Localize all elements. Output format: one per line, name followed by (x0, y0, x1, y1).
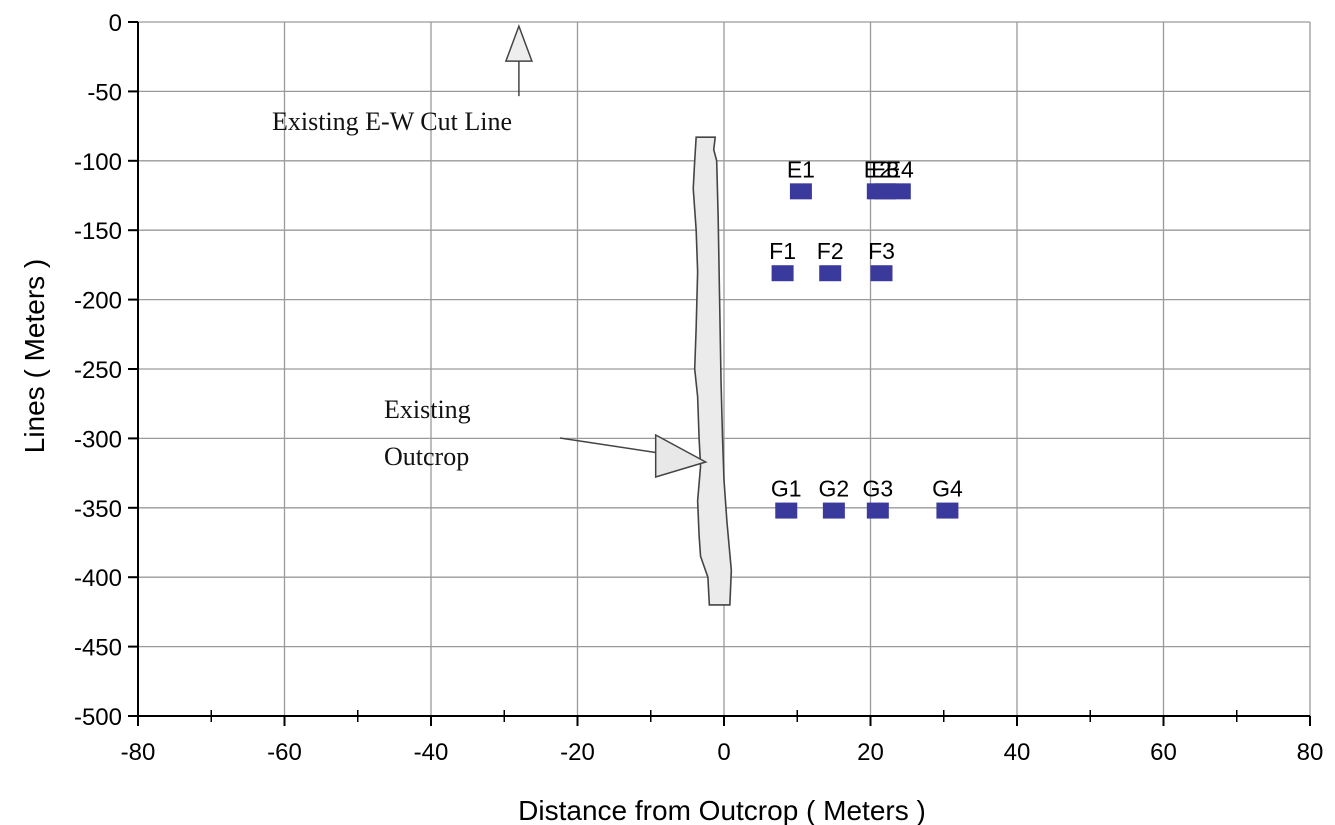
cut-line-arrowhead (504, 24, 533, 62)
outcrop-annotation-line2: Outcrop (384, 442, 469, 471)
x-tick-label: 80 (1297, 739, 1324, 766)
point-marker (771, 265, 794, 282)
point-marker (888, 183, 911, 200)
outcrop-shape (692, 136, 733, 606)
point-label: G2 (819, 476, 850, 502)
point-label: F3 (868, 238, 895, 264)
y-tick-label: 0 (109, 10, 122, 37)
y-tick-label: -200 (74, 288, 122, 315)
y-tick-label: -100 (74, 149, 122, 176)
x-tick-label: -40 (414, 739, 449, 766)
point-marker (822, 502, 845, 519)
x-tick-label: -80 (121, 739, 156, 766)
x-tick-label: -60 (267, 739, 302, 766)
point-label: E4 (886, 156, 914, 182)
y-tick-label: -400 (74, 565, 122, 592)
x-tick-label: 40 (1004, 739, 1031, 766)
point-label: G4 (932, 476, 963, 502)
point-label: E3 (871, 156, 899, 182)
x-axis-title: Distance from Outcrop ( Meters ) (518, 795, 926, 825)
y-tick-label: -500 (74, 704, 122, 731)
point-marker (789, 183, 812, 200)
point-marker (819, 265, 842, 282)
y-tick-label: -150 (74, 218, 122, 245)
y-tick-label: -350 (74, 496, 122, 523)
point-marker (775, 502, 798, 519)
point-label: E1 (787, 156, 815, 182)
cut-line-annotation: Existing E-W Cut Line (272, 107, 512, 136)
point-label: F2 (817, 238, 844, 264)
outcrop-arrowhead (654, 433, 708, 479)
axis-ticks: 0-50-100-150-200-250-300-350-400-450-500… (74, 10, 1323, 766)
point-marker (870, 265, 893, 282)
y-tick-label: -250 (74, 357, 122, 384)
x-tick-label: 0 (717, 739, 730, 766)
x-tick-label: 20 (857, 739, 884, 766)
point-marker (866, 502, 889, 519)
annotations: Existing E-W Cut Line Existing Outcrop (272, 24, 708, 479)
x-tick-label: -20 (560, 739, 595, 766)
y-tick-label: -300 (74, 426, 122, 453)
point-label: G3 (862, 476, 893, 502)
y-tick-label: -50 (87, 79, 122, 106)
point-label: E2 (864, 156, 892, 182)
outcrop-arrow-shaft (559, 437, 666, 455)
outcrop-annotation-line1: Existing (384, 395, 471, 424)
outcrop-layer (692, 136, 733, 606)
point-label: F1 (769, 238, 796, 264)
y-axis-title: Lines ( Meters ) (19, 259, 50, 454)
x-tick-label: 60 (1150, 739, 1177, 766)
y-tick-label: -450 (74, 635, 122, 662)
point-label: G1 (771, 476, 802, 502)
point-marker (936, 502, 959, 519)
